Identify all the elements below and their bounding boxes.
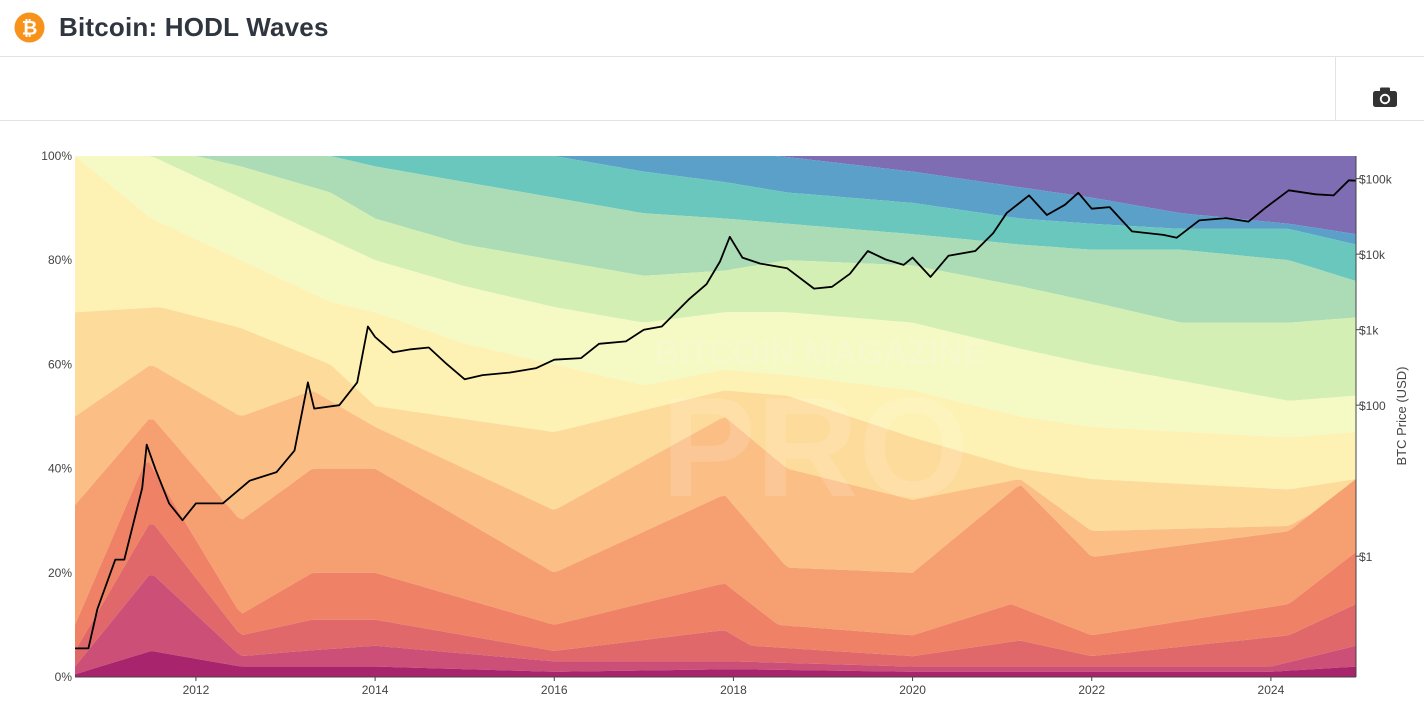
x-tick-label: 2020 <box>899 683 926 697</box>
bitcoin-logo-icon: ₿ <box>14 12 45 43</box>
btc-price-line <box>75 179 1356 650</box>
y-left-tick-label: 100% <box>41 149 72 163</box>
y-right-axis-label: BTC Price (USD) <box>1394 367 1409 466</box>
price-layer <box>75 179 1356 650</box>
chart-container: BITCOIN MAGAZINE PRO 2012 2014 2016 2018 202… <box>0 121 1424 702</box>
band-peach <box>75 307 1356 531</box>
hodl-waves-chart[interactable]: BITCOIN MAGAZINE PRO 2012 2014 2016 2018 202… <box>0 121 1424 702</box>
band-paleyellow <box>75 156 1356 438</box>
watermark-top-text: BITCOIN MAGAZINE <box>655 334 986 372</box>
x-tick-label: 2012 <box>183 683 210 697</box>
y-left-tick-label: 60% <box>48 357 72 371</box>
band-salmon <box>75 461 1356 657</box>
band-purple <box>75 156 1356 235</box>
toolbar-divider <box>1335 57 1336 120</box>
band-teal <box>75 156 1356 281</box>
page-title: Bitcoin: HODL Waves <box>59 12 329 42</box>
y-right-tick-label: $1 <box>1359 550 1373 564</box>
band-red <box>75 524 1356 667</box>
toolbar <box>0 57 1424 121</box>
y-left-tick-label: 20% <box>48 566 72 580</box>
y-right-tick-label: $100k <box>1359 173 1393 187</box>
band-lightyellow <box>75 156 1356 490</box>
y-left-tick-label: 0% <box>55 670 73 684</box>
band-lightorange <box>75 365 1356 573</box>
x-tick-label: 2018 <box>720 683 747 697</box>
band-seafoam <box>75 156 1356 323</box>
axes-layer: 2012 2014 2016 2018 2020 2022 2024 0% 20% 40% 60% 8… <box>41 149 1392 697</box>
watermark: BITCOIN MAGAZINE PRO <box>655 334 986 527</box>
y-right-tick-label: $1k <box>1359 324 1379 338</box>
x-tick-label: 2014 <box>362 683 389 697</box>
watermark-bottom-text: PRO <box>661 368 969 527</box>
header: ₿ Bitcoin: HODL Waves <box>0 0 1424 57</box>
band-magenta <box>75 651 1356 677</box>
camera-icon[interactable] <box>1372 85 1398 109</box>
y-left-tick-label: 40% <box>48 462 72 476</box>
x-tick-label: 2016 <box>541 683 568 697</box>
band-lightgreen <box>75 156 1356 401</box>
y-right-tick-label: $10k <box>1359 248 1386 262</box>
y-right-tick-label: $100 <box>1359 399 1386 413</box>
x-tick-label: 2022 <box>1078 683 1105 697</box>
band-pink <box>75 575 1356 675</box>
band-orange <box>75 419 1356 636</box>
band-layer <box>75 156 1356 677</box>
x-tick-label: 2024 <box>1258 683 1285 697</box>
band-blue <box>75 156 1356 245</box>
svg-text:₿: ₿ <box>22 17 38 39</box>
y-left-tick-label: 80% <box>48 253 72 267</box>
